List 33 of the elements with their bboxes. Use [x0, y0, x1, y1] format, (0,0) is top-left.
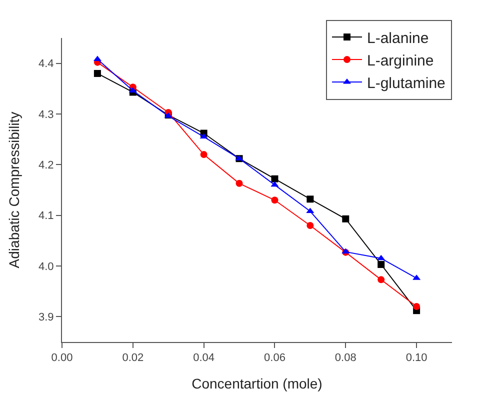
- point: [413, 303, 420, 310]
- x-tick-label: 0.04: [193, 352, 215, 364]
- point: [271, 196, 278, 204]
- point: [378, 276, 385, 284]
- legend-label: L-glutamine: [367, 74, 446, 92]
- x-tick-label: 0.06: [264, 352, 286, 364]
- x-tick-label: 0.00: [51, 352, 73, 364]
- point: [377, 254, 386, 260]
- point: [200, 151, 208, 158]
- x-axis-title: Concentartion (mole): [192, 376, 322, 392]
- point: [306, 222, 314, 229]
- legend-label: L-alanine: [367, 30, 429, 47]
- legend-label: L-arginine: [367, 52, 434, 70]
- y-tick-label: 4.2: [38, 160, 54, 172]
- point: [271, 175, 278, 182]
- y-tick-label: 4.1: [38, 210, 54, 222]
- y-tick-label: 4.3: [38, 108, 54, 121]
- y-axis-title: Adiabatic Compressibility: [6, 112, 22, 268]
- y-tick-label: 4.0: [38, 260, 54, 273]
- x-tick-label: 0.02: [122, 352, 144, 364]
- y-tick-label: 4.4: [38, 58, 54, 70]
- point: [378, 260, 385, 268]
- x-tick-label: 0.08: [334, 352, 356, 364]
- point: [236, 180, 243, 187]
- point: [306, 196, 314, 203]
- y-tick-label: 3.9: [38, 312, 54, 324]
- point: [93, 56, 102, 62]
- point: [306, 208, 314, 214]
- x-tick-label: 0.10: [406, 352, 428, 364]
- point: [94, 70, 101, 77]
- point: [270, 181, 279, 187]
- point: [200, 133, 208, 139]
- point: [342, 215, 350, 222]
